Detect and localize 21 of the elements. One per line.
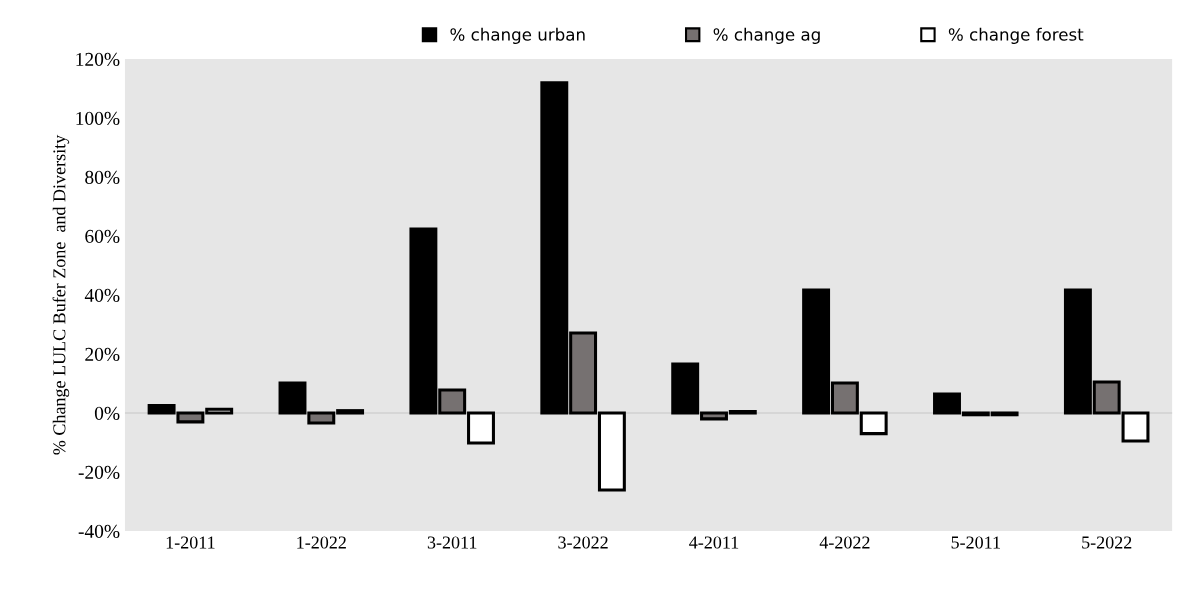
y-tick-label: -40%: [78, 524, 120, 538]
legend-label: % change urban: [450, 27, 585, 44]
y-tick-label: 0%: [94, 406, 120, 420]
y-tick-label: 40%: [84, 288, 120, 302]
y-tick-label: -20%: [78, 465, 120, 479]
y-tick-label: 20%: [85, 347, 120, 361]
y-tick-label: 60%: [85, 229, 120, 243]
legend-label: % change ag: [713, 27, 820, 44]
y-tick-label: 80%: [85, 170, 120, 184]
x-tick-label: 1-2022: [297, 536, 346, 549]
x-tick-label: 4-2022: [819, 536, 870, 549]
x-tick-label: 5-2022: [1082, 536, 1132, 549]
y-axis-title: % Change LULC Bufer Zone and Diversity: [52, 134, 70, 455]
x-tick-label: 5-2011: [951, 536, 1000, 549]
y-tick-label: 120%: [76, 52, 120, 66]
legend-label: % change forest: [948, 27, 1084, 44]
x-tick-label: 3-2022: [558, 536, 608, 549]
x-tick-label: 1-2011: [166, 536, 215, 549]
x-tick-label: 4-2011: [689, 536, 739, 549]
y-tick-label: 100%: [76, 111, 120, 125]
x-tick-label: 3-2011: [427, 536, 477, 549]
